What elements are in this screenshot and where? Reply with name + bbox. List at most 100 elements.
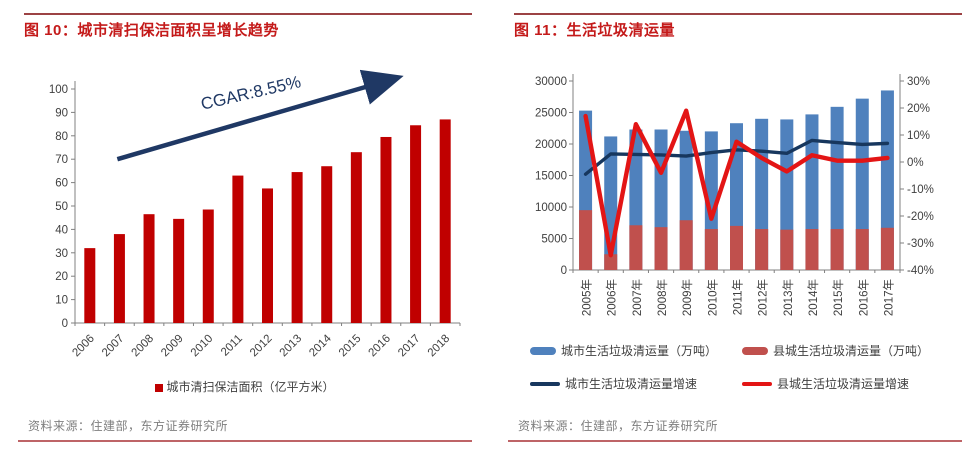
figure-10-title: 图 10：城市清扫保洁面积呈增长趋势 [24,22,279,39]
x-tick-label: 2015年 [831,279,845,316]
x-tick-label: 2006 [70,333,97,360]
trend-arrow [116,69,404,162]
right-y-tick-label: 10% [907,130,930,142]
x-tick-label: 2010年 [705,279,719,316]
right-y-tick-label: -10% [907,184,934,196]
figure-11-source-note: 资料来源：住建部，东方证券研究所 [518,419,719,433]
bar-city-2017年 [880,90,894,270]
legend-swatch-county-growth [742,381,772,386]
figure-11-legend: 城市生活垃圾清运量（万吨） 县城生活垃圾清运量（万吨） 城市生活垃圾清运量增速 … [530,342,950,392]
left-y-tick-label: 30000 [535,76,567,88]
panel-bottom-rule [18,440,472,442]
bar-2008 [143,214,155,323]
figure-10-panel: 图 10：城市清扫保洁面积呈增长趋势 0 10 20 30 40 50 60 70 80 90 10… [18,0,472,457]
x-tick-label: 2016年 [856,279,870,316]
left-y-tick-label: 10000 [535,202,567,214]
x-tick-label: 2011 [219,333,245,359]
legend-item-county-growth: 县城生活垃圾清运量增速 [742,375,950,392]
legend-swatch-city-growth [530,381,560,386]
y-tick-label: 50 [55,201,68,213]
legend-label-cleaning-area: 城市清扫保洁面积（亿平方米） [166,380,335,394]
left-y-tick-label: 25000 [535,108,567,120]
x-tick-label: 2018 [426,333,453,360]
bar-county-2005年 [579,210,593,270]
x-tick-label: 2009 [159,333,186,360]
right-y-tick-label: 30% [907,76,930,88]
left-y-tick-label: 20000 [535,139,567,151]
bar-county-2012年 [755,229,769,270]
bar-2006 [84,248,96,323]
x-tick-label: 2013年 [781,279,795,316]
bar-2010 [202,209,214,323]
y-tick-label: 60 [55,178,68,190]
legend-label-city-growth: 城市生活垃圾清运量增速 [565,377,698,391]
figure-10-legend: 城市清扫保洁面积（亿平方米） [18,378,472,395]
y-tick-label: 20 [55,271,68,283]
bar-county-2010年 [704,229,718,270]
legend-label-county-growth: 县城生活垃圾清运量增速 [777,377,910,391]
x-tick-label: 2011年 [731,279,745,315]
legend-item-county-volume: 县城生活垃圾清运量（万吨） [742,342,950,359]
y-tick-label: 10 [55,295,68,307]
x-tick-label: 2014年 [806,279,820,316]
legend-label-county-volume: 县城生活垃圾清运量（万吨） [773,344,930,358]
x-tick-label: 2013 [278,333,305,360]
figure-10-source-note: 资料来源：住建部，东方证券研究所 [28,419,229,433]
right-y-tick-label: 20% [907,103,930,115]
panel-top-rule [24,13,472,15]
legend-swatch-city-volume [530,346,556,355]
bar-2007 [113,234,125,323]
x-tick-label: 2005年 [580,279,594,316]
x-tick-label: 2008 [130,333,157,360]
bar-2011 [232,175,244,323]
legend-label-city-volume: 城市生活垃圾清运量（万吨） [561,344,718,358]
bar-county-2017年 [880,227,894,270]
bar-county-2015年 [830,229,844,270]
x-tick-label: 2016 [367,333,394,360]
y-tick-label: 40 [55,224,68,236]
panel-bottom-rule [508,440,962,442]
x-tick-label: 2017年 [881,279,895,316]
garbage-volume-combo-chart: 0 5000 10000 15000 20000 25000 30000 -40% -30% -2… [535,74,934,316]
county-growth-line [583,108,890,258]
bar-county-2013年 [780,229,794,270]
left-y-tick-label: 15000 [535,171,567,183]
y-tick-label: 90 [55,107,68,119]
bar-county-2008年 [654,227,668,270]
x-tick-label: 2015 [337,333,364,360]
x-tick-label: 2007年 [630,279,644,316]
bar-county-2009年 [679,220,693,270]
y-tick-label: 0 [62,318,68,330]
bar-county-2006年 [604,254,618,270]
bar-2012 [262,188,273,323]
y-tick-label: 30 [55,248,68,260]
panel-top-rule [514,13,962,15]
legend-swatch-county-volume [742,346,768,355]
legend-item-city-growth: 城市生活垃圾清运量增速 [530,375,742,392]
bar-2017 [410,125,422,324]
bar-2018 [439,119,451,323]
bar-county-2007年 [629,225,643,270]
x-tick-label: 2008年 [655,279,669,316]
x-tick-label: 2012 [248,333,275,360]
bar-city-2016年 [855,98,869,270]
y-tick-label: 70 [55,154,68,166]
bar-2014 [321,166,333,323]
x-tick-label: 2010 [189,333,216,360]
legend-item-city-volume: 城市生活垃圾清运量（万吨） [530,342,742,359]
city-growth-line [583,138,890,176]
plot: 0 5000 10000 15000 20000 25000 30000 -40% -30% -2… [535,74,934,316]
right-y-tick-label: 0% [907,157,924,169]
x-tick-label: 2006年 [605,279,619,316]
legend-swatch-cleaning-area [155,384,164,392]
x-tick-label: 2007 [100,333,127,360]
x-tick-label: 2012年 [756,279,770,316]
left-y-tick-label: 0 [561,265,567,277]
left-y-tick-label: 5000 [541,234,567,246]
right-y-tick-label: -40% [907,265,934,277]
x-tick-label: 2009年 [680,279,694,316]
x-tick-label: 2017 [396,333,423,360]
